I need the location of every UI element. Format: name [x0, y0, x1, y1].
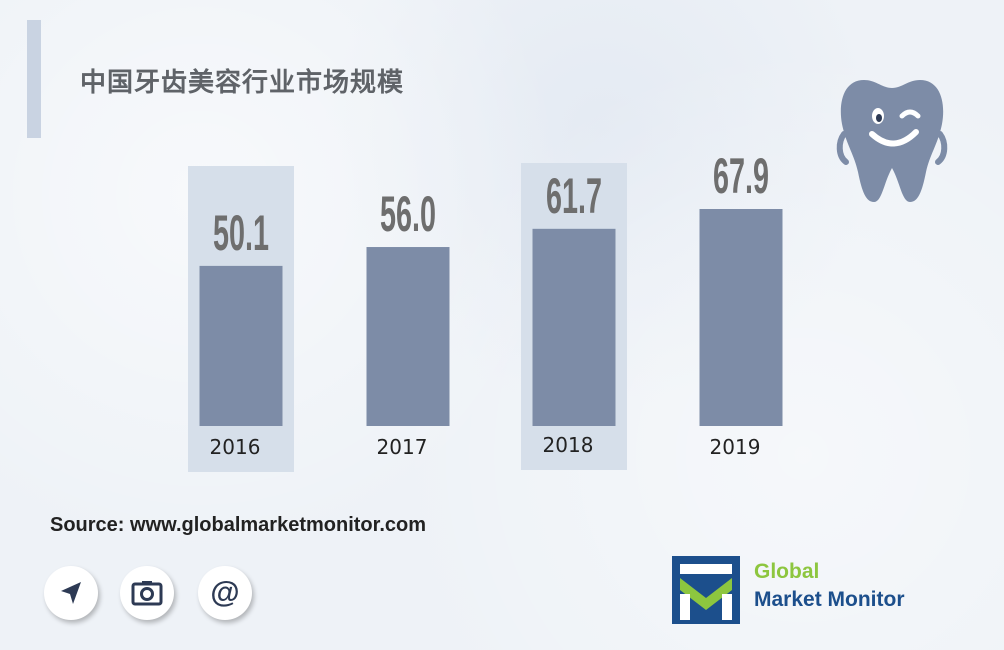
- bar-2017: [366, 247, 450, 426]
- navigation-arrow-icon: [61, 582, 81, 604]
- x-tick-2016: 2016: [210, 435, 261, 459]
- value-label-2016: 50.1: [213, 205, 269, 261]
- email-button[interactable]: @: [198, 566, 252, 620]
- x-tick-2019: 2019: [710, 435, 761, 459]
- value-label-2019: 67.9: [713, 148, 769, 204]
- bar-2019: [699, 209, 783, 426]
- value-label-2018: 61.7: [546, 168, 602, 224]
- bar-2016: [199, 265, 283, 426]
- tooth-mascot-icon: [836, 80, 948, 202]
- page-title: 中国牙齿美容行业市场规模: [80, 68, 405, 98]
- brand-line-1: Global: [754, 560, 820, 583]
- at-sign-icon: @: [210, 576, 240, 609]
- value-label-2017: 56.0: [380, 186, 436, 242]
- global-market-monitor-logo: Global Market Monitor: [672, 556, 932, 626]
- bar-2018: [532, 228, 616, 426]
- navigation-button[interactable]: [44, 566, 98, 620]
- title-accent-bar: [27, 20, 41, 138]
- x-tick-2017: 2017: [377, 435, 428, 459]
- brand-line-2: Market Monitor: [754, 588, 905, 611]
- x-tick-2018: 2018: [543, 433, 594, 457]
- camera-icon: [131, 581, 163, 606]
- gmm-logo-icon: [672, 556, 740, 624]
- camera-button[interactable]: [120, 566, 174, 620]
- source-text: Source: www.globalmarketmonitor.com: [50, 514, 426, 536]
